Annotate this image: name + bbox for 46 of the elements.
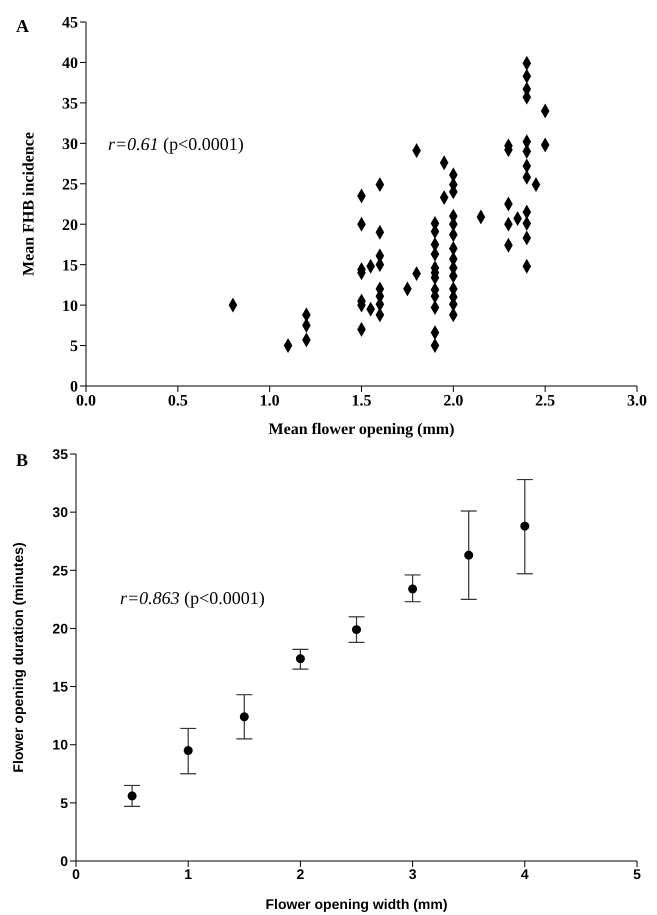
y-tick-label: 10 [62, 298, 78, 315]
point [352, 625, 362, 634]
point [408, 584, 418, 594]
y-axis-title: Mean FHB incidence [20, 132, 38, 276]
y-tick-label: 35 [52, 446, 68, 462]
y-tick-label: 15 [62, 257, 78, 274]
text: B [16, 450, 28, 471]
x-tick-label: 0.0 [76, 392, 96, 410]
x-tick-label: 3 [408, 866, 417, 882]
x-tick-label: 1.5 [352, 392, 372, 410]
y-tick-label: 5 [70, 338, 78, 356]
annotation: r=0.863 (p<0.0001) [120, 588, 265, 609]
y-tick-label: 30 [62, 136, 78, 154]
x-tick-label: 4 [520, 866, 529, 882]
y-tick-label: 10 [52, 736, 68, 753]
y-tick-label: 0 [60, 852, 68, 869]
y-tick-label: 25 [52, 562, 68, 578]
x-tick-label: 2.0 [443, 392, 464, 410]
point [184, 746, 193, 756]
y-tick-label: 5 [60, 794, 68, 811]
y-tick-label: 40 [62, 55, 78, 72]
text: A [16, 16, 29, 37]
y-tick-label: 20 [52, 620, 68, 636]
x-tick-label: 1.0 [260, 392, 280, 410]
y-tick-label: 35 [62, 96, 78, 113]
point [240, 712, 249, 722]
y-tick-label: 20 [62, 216, 78, 234]
y-tick-label: 25 [62, 176, 78, 194]
y-tick-label: 30 [52, 504, 68, 520]
annotation: r=0.61 (p<0.0001) [108, 134, 244, 155]
x-axis-title: Mean flower opening (mm) [268, 421, 454, 438]
point [464, 550, 474, 560]
y-tick-label: 15 [52, 678, 68, 695]
x-tick-label: 2 [296, 866, 304, 882]
x-tick-label: 0.5 [168, 392, 188, 410]
y-tick-label: 45 [62, 14, 78, 32]
point [520, 522, 530, 531]
point [128, 791, 137, 800]
x-tick-label: 3.0 [627, 392, 647, 410]
point [296, 654, 305, 664]
x-tick-label: 5 [633, 866, 642, 882]
y-tick-label: 0 [70, 378, 78, 396]
y-axis-title: Flower opening duration (minutes) [10, 542, 26, 773]
x-tick-label: 2.5 [535, 392, 556, 410]
x-tick-label: 1 [184, 866, 192, 882]
x-axis-title: Flower opening width (mm) [266, 896, 448, 912]
